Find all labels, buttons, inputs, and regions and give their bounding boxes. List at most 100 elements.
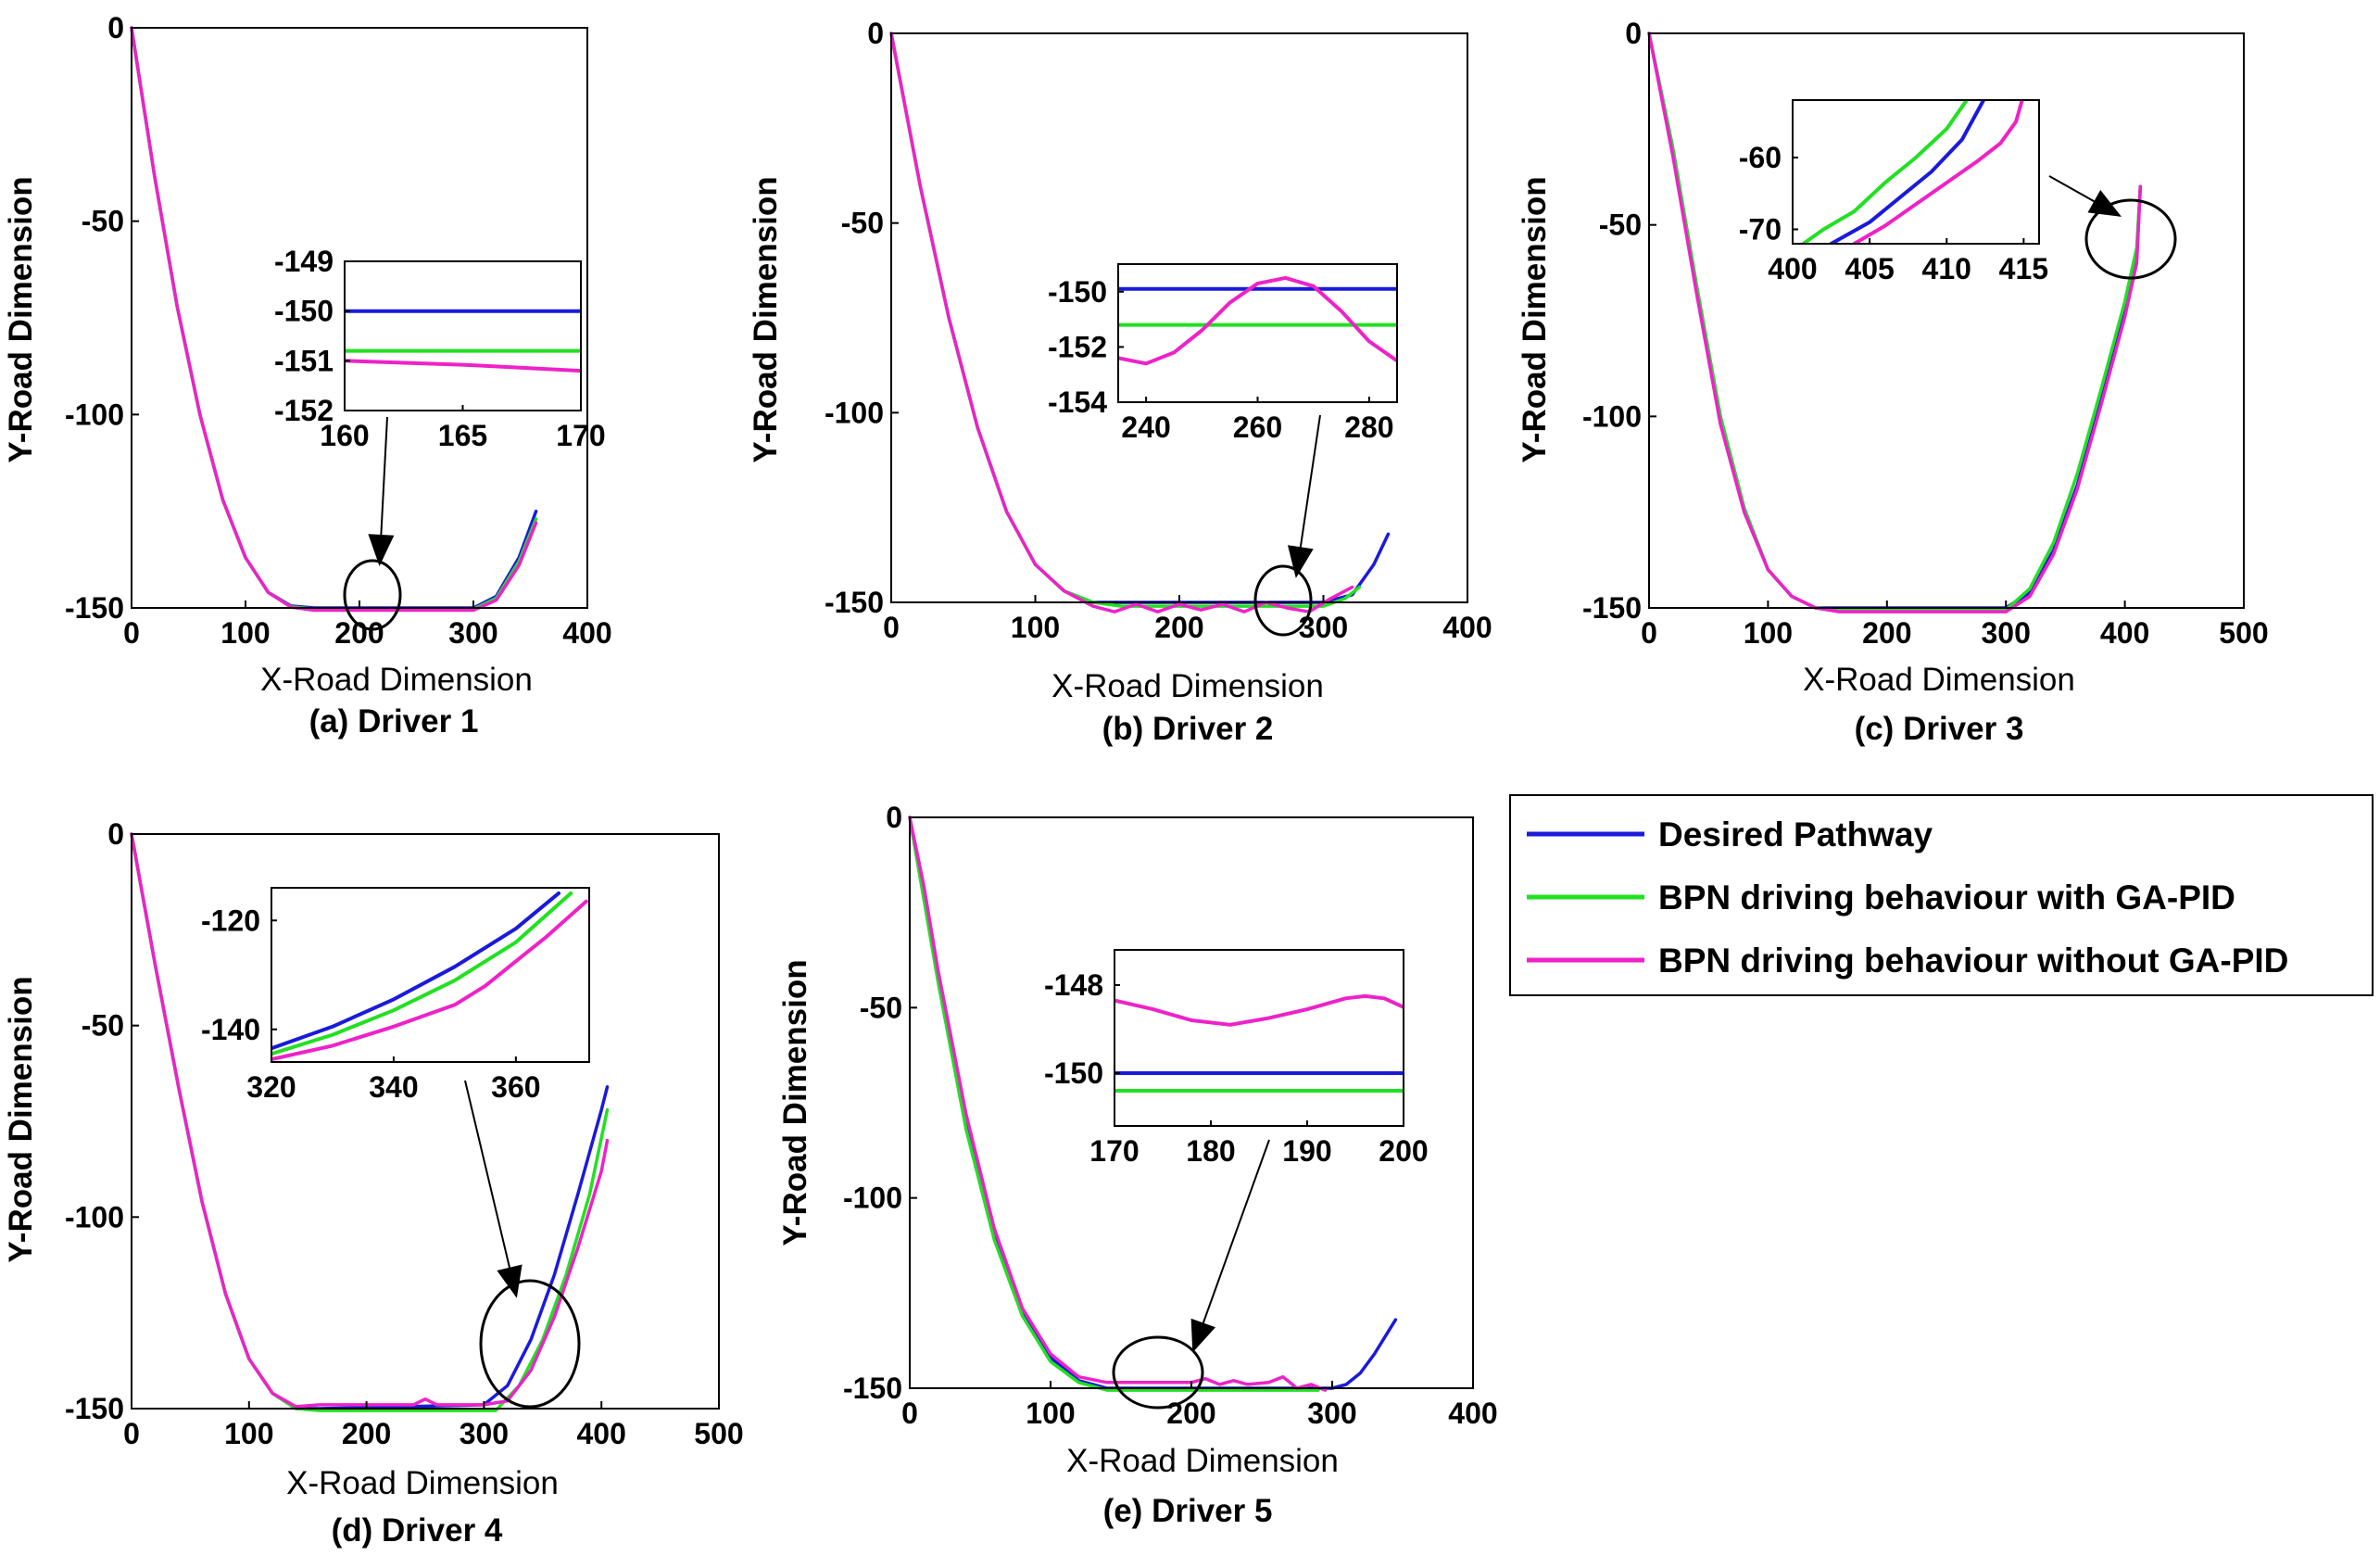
x-tick-label: 300	[460, 1417, 509, 1450]
panel-caption: (d) Driver 4	[332, 1512, 503, 1549]
inset-series-without-ga-pid	[271, 899, 588, 1062]
inset-x-tick-label: 190	[1282, 1134, 1331, 1168]
chart-panel-5: 0 100 200 300 400 0 -50 -100 -150 X-Road Dimensio…	[777, 801, 1498, 1529]
y-tick-label: -100	[65, 398, 124, 431]
series-without-ga-pid	[130, 26, 538, 613]
zoom-arrow-head	[497, 1264, 523, 1298]
inset-series-without-ga-pid	[1118, 275, 1397, 366]
y-tick-label: -150	[65, 1392, 124, 1425]
x-tick-label: 200	[342, 1417, 391, 1450]
panel-caption: (c) Driver 3	[1855, 711, 2024, 747]
y-tick-label: -100	[825, 396, 884, 429]
inset-panel: 160 165 170 -149 -150 -151 -152	[274, 245, 606, 452]
inset-x-tick-label: 200	[1379, 1134, 1428, 1168]
inset-x-tick-label: 340	[369, 1070, 418, 1104]
chart-panel-4: 0 100 200 300 400 500 0 -50 -100 -150 X-Road Dimen…	[3, 817, 744, 1549]
inset-y-tick-label: -120	[201, 904, 260, 937]
legend-frame	[1509, 794, 2374, 996]
inset-y-tick-label: -149	[274, 245, 334, 278]
x-tick-label: 500	[2219, 616, 2268, 650]
inset-x-tick-label: 160	[320, 419, 369, 452]
zoom-arrow	[1296, 414, 1321, 572]
inset-y-tick-label: -148	[1044, 968, 1103, 1002]
inset-y-tick-label: -152	[1048, 330, 1107, 363]
panel-caption: (a) Driver 1	[309, 703, 479, 740]
inset-background	[271, 888, 589, 1062]
y-axis-label: Y-Road Dimension	[1517, 176, 1553, 462]
inset-background	[1793, 100, 2039, 244]
x-tick-label: 0	[123, 1417, 140, 1450]
x-tick-label: 300	[448, 616, 497, 650]
inset-panel: 240 260 280 -150 -152 -154	[1048, 263, 1398, 444]
y-tick-label: -50	[82, 205, 124, 238]
x-axis-label: X-Road Dimension	[260, 662, 533, 698]
inset-y-tick-label: -150	[1048, 275, 1107, 309]
inset-series-with-ga-pid	[1801, 100, 1969, 244]
zoom-circle	[343, 559, 402, 631]
inset-x-tick-label: 165	[438, 419, 487, 452]
x-tick-label: 0	[901, 1397, 918, 1430]
chart-panel-1: 0 100 200 300 400 0 -50 -100 -150 X-Road Dimensio…	[3, 11, 612, 740]
inset-series-desired-pathway	[1829, 100, 1986, 244]
inset-frame	[1114, 949, 1404, 1127]
x-tick-label: 300	[1982, 616, 2031, 650]
inset-y-tick-label: -140	[201, 1013, 260, 1046]
inset-frame	[271, 887, 590, 1063]
y-tick-label: 0	[1625, 17, 1642, 50]
inset-y-tick-label: -150	[1044, 1056, 1103, 1090]
y-tick-label: -150	[65, 591, 124, 625]
inset-x-tick-label: 170	[556, 419, 605, 452]
y-tick-label: -50	[841, 207, 884, 240]
x-axis-label: X-Road Dimension	[1066, 1443, 1339, 1479]
x-tick-label: 100	[1744, 616, 1793, 650]
zoom-circle	[1253, 564, 1313, 637]
x-tick-label: 100	[1011, 611, 1060, 644]
y-axis-label: Y-Road Dimension	[748, 176, 784, 462]
inset-series-desired-pathway	[271, 891, 560, 1051]
inset-panel: 400 405 410 415 -60 -70	[1739, 99, 2048, 285]
inset-y-tick-label: -70	[1739, 213, 1782, 247]
y-tick-label: -50	[82, 1009, 124, 1043]
panel-caption: (e) Driver 5	[1103, 1493, 1273, 1529]
y-tick-label: -150	[1582, 591, 1642, 625]
y-tick-label: 0	[107, 11, 124, 44]
inset-series-with-ga-pid	[271, 891, 573, 1056]
y-tick-label: -100	[1582, 399, 1642, 433]
y-tick-label: -150	[843, 1372, 902, 1405]
y-tick-label: 0	[886, 801, 902, 834]
y-axis-label: Y-Road Dimension	[3, 176, 39, 462]
zoom-arrow-head	[1190, 1318, 1215, 1353]
x-tick-label: 0	[883, 611, 900, 644]
y-tick-label: -150	[825, 586, 884, 619]
inset-x-tick-label: 410	[1922, 252, 1971, 285]
inset-y-tick-label: -152	[274, 394, 334, 427]
inset-x-tick-label: 415	[1999, 252, 2048, 285]
x-tick-label: 400	[577, 1417, 626, 1450]
y-tick-label: -100	[65, 1200, 124, 1233]
y-tick-label: 0	[867, 17, 884, 50]
x-tick-label: 200	[1166, 1397, 1215, 1430]
zoom-circle	[1112, 1335, 1204, 1410]
panel-caption: (b) Driver 2	[1102, 711, 1274, 747]
y-tick-label: 0	[107, 817, 124, 851]
x-tick-label: 400	[562, 616, 611, 650]
y-tick-label: -50	[860, 991, 902, 1024]
inset-x-tick-label: 240	[1121, 411, 1170, 444]
y-axis-label: Y-Road Dimension	[3, 976, 39, 1262]
zoom-arrow	[1194, 1139, 1270, 1347]
x-tick-label: 200	[1154, 611, 1203, 644]
zoom-circle	[2084, 198, 2177, 280]
y-tick-label: -100	[843, 1182, 902, 1215]
x-axis-label: X-Road Dimension	[286, 1465, 559, 1501]
inset-x-tick-label: 360	[491, 1070, 540, 1104]
series-without-ga-pid	[130, 832, 610, 1409]
series-desired-pathway	[908, 816, 1398, 1390]
y-tick-label: -50	[1599, 209, 1642, 242]
plot-frame	[1648, 32, 2245, 609]
inset-series-without-ga-pid	[345, 359, 581, 373]
x-tick-label: 100	[1026, 1397, 1075, 1430]
y-axis-label: Y-Road Dimension	[777, 959, 813, 1246]
x-tick-label: 100	[224, 1417, 273, 1450]
x-tick-label: 400	[2100, 616, 2149, 650]
x-tick-label: 200	[334, 616, 384, 650]
